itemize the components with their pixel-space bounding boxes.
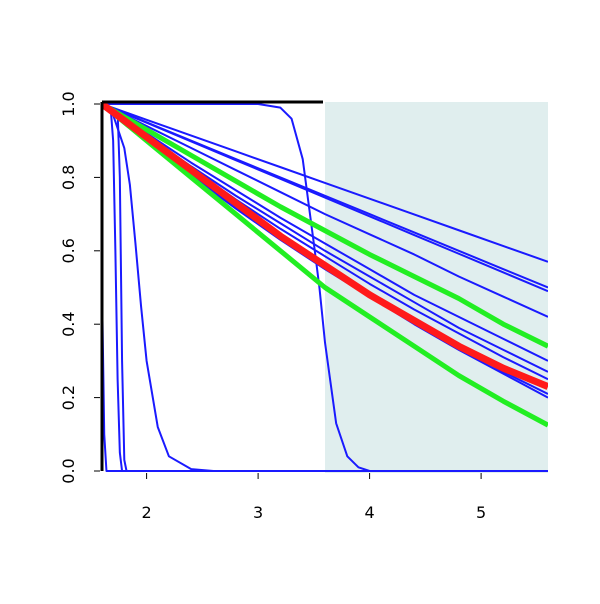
y-tick-label: 1.0 <box>59 91 78 116</box>
x-tick-label: 4 <box>365 503 375 522</box>
curve <box>102 102 548 428</box>
axes: 2 3 4 5 0.0 0.2 0.4 0.6 0.8 1.0 <box>59 91 486 522</box>
shaded-region <box>325 102 548 473</box>
curve <box>102 103 548 318</box>
curve <box>102 102 548 349</box>
curve <box>102 103 548 362</box>
curve <box>102 103 548 263</box>
plot-area <box>102 102 548 473</box>
x-tick-label: 2 <box>142 503 152 522</box>
y-tick-label: 0.0 <box>59 458 78 483</box>
x-tick-label: 5 <box>476 503 486 522</box>
curve <box>102 102 548 390</box>
y-tick-label: 0.6 <box>59 238 78 263</box>
x-tick-label: 3 <box>253 503 263 522</box>
y-tick-label: 0.8 <box>59 165 78 190</box>
curve <box>102 103 548 472</box>
curve <box>102 103 548 293</box>
curve <box>102 103 548 472</box>
y-tick-label: 0.4 <box>59 311 78 336</box>
curve <box>102 103 548 472</box>
y-tick-label: 0.2 <box>59 385 78 410</box>
